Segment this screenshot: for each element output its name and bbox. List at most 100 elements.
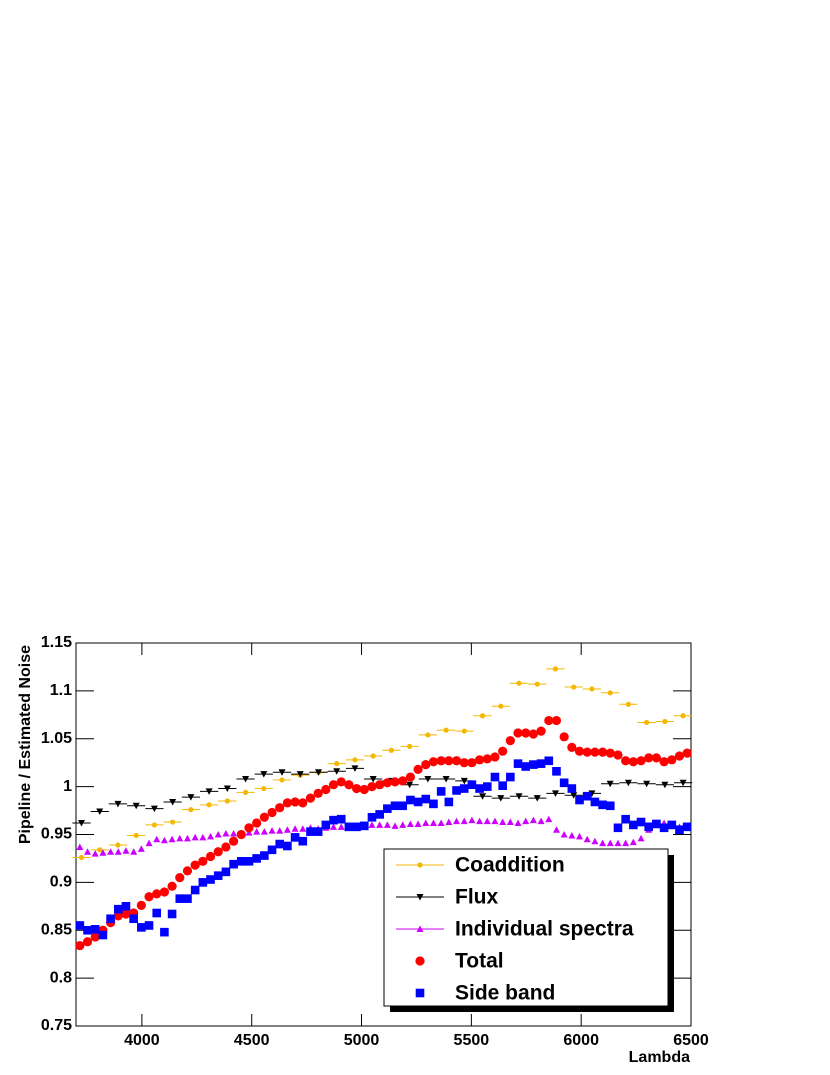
legend-label: Total xyxy=(455,950,504,973)
point xyxy=(84,848,92,855)
point xyxy=(190,860,200,870)
point xyxy=(589,686,595,692)
point xyxy=(413,764,423,774)
point xyxy=(429,799,438,809)
point xyxy=(99,849,107,856)
point xyxy=(529,760,538,769)
point xyxy=(436,787,446,796)
point xyxy=(590,747,600,757)
point xyxy=(445,818,453,826)
point xyxy=(516,680,522,686)
point xyxy=(505,736,515,746)
point xyxy=(352,822,361,832)
point xyxy=(260,771,268,778)
point xyxy=(667,820,677,830)
point xyxy=(290,797,300,807)
point xyxy=(513,728,523,738)
point xyxy=(352,757,358,763)
point xyxy=(170,819,176,825)
point xyxy=(644,753,654,763)
legend-marker xyxy=(415,956,425,966)
point xyxy=(252,854,261,863)
point xyxy=(359,784,369,795)
point xyxy=(137,845,145,852)
point xyxy=(375,780,385,790)
point xyxy=(398,776,408,786)
point xyxy=(244,857,254,866)
point xyxy=(674,751,685,761)
x-tick-label: 4500 xyxy=(234,1032,270,1049)
x-tick-label: 5000 xyxy=(344,1032,380,1049)
point xyxy=(514,819,522,827)
point xyxy=(582,791,592,801)
point xyxy=(291,825,299,832)
point xyxy=(522,817,530,825)
point xyxy=(334,761,340,767)
point xyxy=(597,747,608,757)
point xyxy=(113,904,123,914)
point xyxy=(206,802,212,808)
point xyxy=(160,836,168,844)
point xyxy=(336,814,346,824)
point xyxy=(421,760,431,770)
x-tick-label: 6000 xyxy=(563,1032,599,1049)
point xyxy=(497,795,505,802)
point xyxy=(188,807,194,813)
point xyxy=(605,748,615,758)
point xyxy=(451,756,462,766)
point xyxy=(643,780,651,788)
x-tick-label: 6500 xyxy=(673,1032,709,1049)
point xyxy=(187,794,195,801)
point xyxy=(479,793,487,800)
point xyxy=(636,756,646,766)
point xyxy=(183,834,191,842)
point xyxy=(498,703,504,709)
point xyxy=(229,859,238,869)
y-tick-label: 0.85 xyxy=(41,921,72,938)
point xyxy=(613,823,623,833)
point xyxy=(207,832,215,840)
point xyxy=(460,777,468,785)
point xyxy=(568,831,576,839)
point xyxy=(607,690,613,696)
y-tick-label: 0.9 xyxy=(50,874,72,891)
point xyxy=(491,817,499,825)
point xyxy=(90,924,100,934)
point xyxy=(276,827,284,834)
point xyxy=(621,756,631,766)
point xyxy=(651,753,662,763)
point xyxy=(583,835,591,843)
point xyxy=(476,817,484,825)
point xyxy=(224,798,230,804)
point xyxy=(145,839,153,847)
point xyxy=(679,779,687,787)
point xyxy=(436,756,446,766)
point xyxy=(344,822,354,832)
point xyxy=(244,823,254,833)
point xyxy=(368,821,376,828)
point xyxy=(137,923,146,932)
point xyxy=(551,715,562,726)
point xyxy=(570,792,578,799)
point xyxy=(621,814,630,824)
point xyxy=(306,827,315,836)
point xyxy=(121,902,131,911)
point xyxy=(129,914,138,924)
point xyxy=(191,833,199,841)
point xyxy=(575,795,584,805)
point xyxy=(521,728,531,738)
point xyxy=(83,925,92,935)
legend-label: Individual spectra xyxy=(455,918,634,941)
point xyxy=(444,756,454,766)
x-tick-label: 4000 xyxy=(124,1032,160,1049)
point xyxy=(122,847,130,854)
point xyxy=(576,832,584,840)
point xyxy=(222,830,230,837)
point xyxy=(75,940,85,951)
point xyxy=(533,795,541,802)
point xyxy=(152,889,162,899)
point xyxy=(114,848,122,855)
point xyxy=(176,834,184,842)
point xyxy=(313,827,323,836)
point xyxy=(552,666,559,672)
